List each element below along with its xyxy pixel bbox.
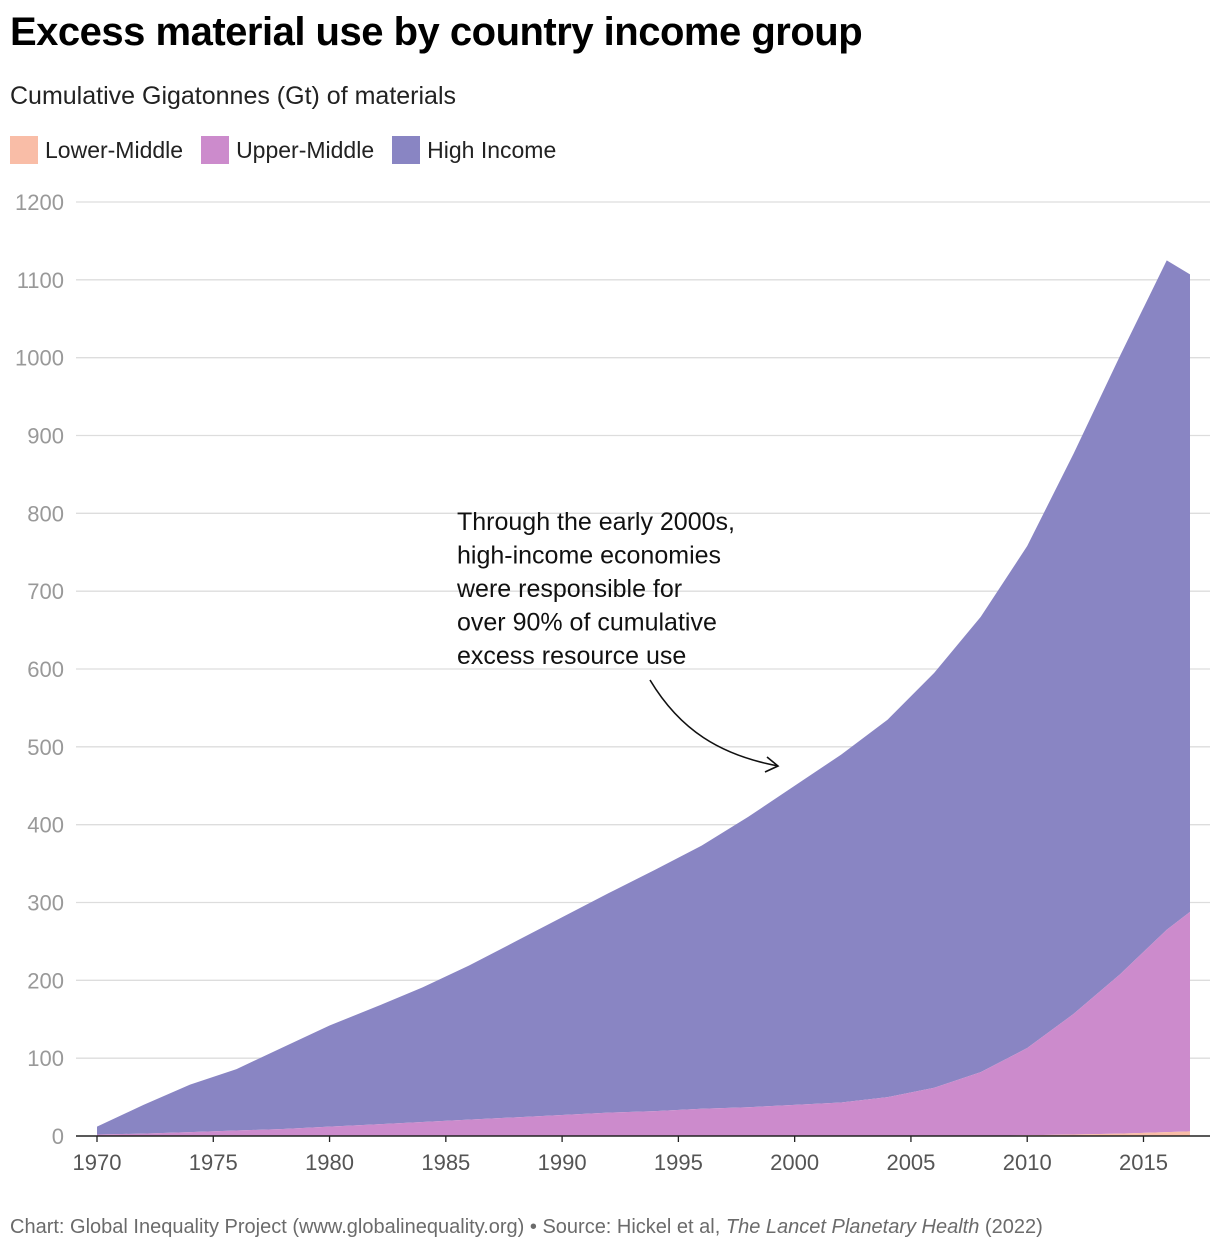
y-tick-label: 600 (27, 657, 64, 682)
y-tick-label: 300 (27, 891, 64, 916)
y-tick-label: 700 (27, 579, 64, 604)
annotation-line: were responsible for (456, 575, 682, 603)
x-tick-label: 2005 (886, 1150, 935, 1175)
annotation-line: excess resource use (457, 642, 686, 670)
y-tick-label: 400 (27, 813, 64, 838)
annotation-arrow (649, 679, 779, 767)
x-tick-label: 2015 (1119, 1150, 1168, 1175)
legend-swatch-lower-middle (10, 136, 38, 164)
legend: Lower-Middle Upper-Middle High Income (10, 136, 574, 164)
legend-label-lower-middle: Lower-Middle (45, 136, 184, 163)
chart-subtitle: Cumulative Gigatonnes (Gt) of materials (10, 82, 457, 110)
footer-journal: The Lancet Planetary Health (725, 1216, 980, 1238)
x-axis-ticks: 1970 1975 1980 1985 1990 1995 2000 2005 2010 2015 (73, 1136, 1168, 1175)
annotation-line: high-income economies (457, 542, 721, 570)
legend-label-upper-middle: Upper-Middle (236, 136, 375, 163)
area-upper-middle (97, 911, 1190, 1136)
legend-label-high-income: High Income (427, 136, 557, 163)
footer-year: (2022) (979, 1216, 1043, 1238)
annotation: Through the early 2000s, high-income econ… (456, 508, 780, 773)
x-tick-label: 1975 (189, 1150, 238, 1175)
chart-title: Excess material use by country income gr… (10, 10, 863, 54)
legend-swatch-upper-middle (201, 136, 230, 164)
legend-item-lower-middle: Lower-Middle (10, 136, 183, 164)
footer-credit: Chart: Global Inequality Project (www.gl… (10, 1216, 726, 1238)
legend-item-high-income: High Income (392, 136, 556, 164)
x-tick-label: 1990 (538, 1150, 587, 1175)
annotation-line: over 90% of cumulative (457, 609, 717, 637)
x-tick-label: 1985 (421, 1150, 470, 1175)
y-tick-label: 1000 (15, 346, 64, 371)
annotation-arrowhead (764, 756, 780, 773)
x-tick-label: 1995 (654, 1150, 703, 1175)
x-tick-label: 1980 (305, 1150, 354, 1175)
x-tick-label: 2010 (1003, 1150, 1052, 1175)
y-tick-label: 200 (27, 968, 64, 993)
chart-source-footer: Chart: Global Inequality Project (www.gl… (10, 1216, 1043, 1239)
annotation-line: Through the early 2000s, (457, 508, 735, 536)
annotation-text: Through the early 2000s, high-income econ… (456, 508, 735, 670)
y-tick-label: 1100 (17, 268, 64, 293)
y-tick-label: 0 (52, 1124, 64, 1149)
x-tick-label: 1970 (73, 1150, 122, 1175)
y-tick-label: 1200 (15, 190, 64, 215)
area-high-income (97, 260, 1190, 1135)
legend-item-upper-middle: Upper-Middle (201, 136, 374, 164)
y-axis-ticks: 0 100 200 300 400 500 600 700 800 900 1000 1100 1200 (15, 190, 64, 1149)
y-tick-label: 900 (27, 424, 64, 449)
x-tick-label: 2000 (770, 1150, 819, 1175)
y-tick-label: 800 (27, 501, 64, 526)
area-series (97, 260, 1190, 1136)
y-tick-label: 500 (27, 735, 64, 760)
y-tick-label: 100 (27, 1046, 64, 1071)
legend-swatch-high-income (392, 136, 421, 164)
